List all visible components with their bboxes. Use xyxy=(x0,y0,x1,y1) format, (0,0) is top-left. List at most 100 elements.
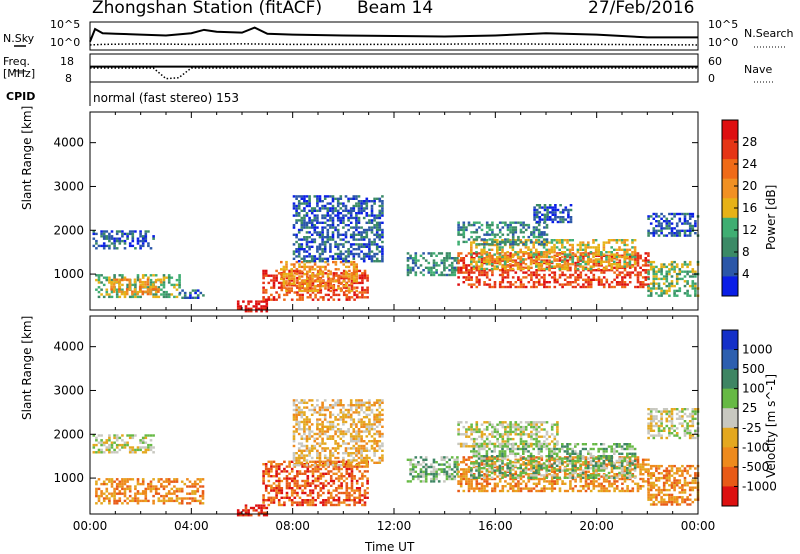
power-cell xyxy=(652,268,656,271)
velocity-cell xyxy=(517,482,520,485)
power-cell xyxy=(548,251,551,254)
power-cell xyxy=(545,253,548,256)
velocity-cell xyxy=(366,491,369,495)
velocity-cell xyxy=(303,413,306,416)
velocity-cell xyxy=(375,408,379,412)
power-cell xyxy=(375,216,379,220)
velocity-cell xyxy=(462,458,466,461)
velocity-cell xyxy=(457,489,460,493)
velocity-cell xyxy=(305,440,309,443)
power-cell xyxy=(300,209,304,212)
velocity-cell xyxy=(267,460,271,463)
velocity-cell xyxy=(292,404,296,407)
velocity-cell xyxy=(102,492,106,495)
velocity-cell xyxy=(160,485,163,488)
velocity-cell xyxy=(524,487,528,490)
power-cell xyxy=(147,286,150,289)
power-cell xyxy=(467,271,471,274)
power-cell xyxy=(152,274,155,277)
velocity-cell xyxy=(337,465,341,468)
velocity-cell xyxy=(188,480,192,483)
velocity-cell xyxy=(188,497,192,500)
velocity-cell xyxy=(448,468,451,471)
velocity-cell xyxy=(350,475,354,478)
velocity-cell xyxy=(160,499,163,503)
velocity-cell xyxy=(283,503,286,507)
velocity-cell xyxy=(316,460,320,463)
velocity-cell xyxy=(409,470,412,473)
power-cell xyxy=(329,255,332,258)
power-cell xyxy=(247,300,250,303)
velocity-cell xyxy=(345,482,349,485)
velocity-cell xyxy=(493,482,497,485)
power-cell xyxy=(668,289,671,293)
power-cell xyxy=(327,293,330,297)
velocity-cell xyxy=(264,484,268,487)
power-cell xyxy=(545,267,548,271)
velocity-cell xyxy=(519,458,523,461)
power-cell xyxy=(347,265,351,269)
velocity-cell xyxy=(309,491,312,495)
velocity-cell xyxy=(522,480,525,483)
power-cell xyxy=(108,247,111,250)
power-cell xyxy=(613,255,616,259)
power-cell xyxy=(644,252,648,255)
power-cell xyxy=(498,263,502,266)
velocity-cell xyxy=(337,460,341,463)
velocity-cell xyxy=(349,464,353,467)
power-cell xyxy=(529,263,533,266)
velocity-cell xyxy=(340,484,343,487)
velocity-cell xyxy=(113,494,116,498)
power-cell xyxy=(133,288,137,291)
velocity-cell xyxy=(134,499,137,503)
power-cell xyxy=(322,296,325,299)
velocity-cell xyxy=(357,413,361,416)
velocity-cell xyxy=(277,499,281,502)
velocity-cell xyxy=(303,399,306,402)
power-cell xyxy=(305,243,309,246)
power-cell xyxy=(308,202,311,205)
velocity-cell xyxy=(465,468,468,471)
power-cell xyxy=(543,206,547,209)
velocity-cell xyxy=(149,482,153,486)
power-cell xyxy=(411,261,415,265)
power-cell xyxy=(105,276,109,279)
velocity-cell xyxy=(316,428,319,431)
velocity-cell xyxy=(123,490,127,493)
velocity-cell xyxy=(419,456,423,459)
power-cell xyxy=(435,264,438,267)
velocity-cell xyxy=(443,458,446,461)
power-cell xyxy=(292,243,296,246)
power-cell xyxy=(649,222,653,225)
power-cell xyxy=(303,265,306,269)
power-cell xyxy=(257,300,261,303)
power-cell xyxy=(688,260,692,264)
velocity-cell xyxy=(485,489,489,493)
velocity-cell xyxy=(300,437,304,440)
power-cell xyxy=(668,232,671,235)
power-cell xyxy=(675,280,679,283)
power-cell xyxy=(636,281,640,284)
power-cell xyxy=(321,236,324,239)
power-cell xyxy=(450,264,454,267)
velocity-cell xyxy=(123,443,127,447)
velocity-cell xyxy=(170,499,174,503)
velocity-cell xyxy=(110,443,114,447)
power-cell xyxy=(360,207,363,210)
velocity-cell xyxy=(95,482,98,486)
power-cell xyxy=(462,233,466,236)
velocity-cell xyxy=(459,477,463,481)
power-cell xyxy=(244,305,248,308)
power-cell xyxy=(493,281,497,284)
power-cell xyxy=(462,276,466,279)
velocity-cell xyxy=(381,418,384,421)
velocity-cell xyxy=(357,435,361,438)
velocity-cell xyxy=(118,482,122,486)
velocity-cell xyxy=(321,437,324,440)
power-cell xyxy=(610,239,613,242)
power-cell xyxy=(569,269,572,272)
power-cell xyxy=(178,276,181,279)
velocity-cell xyxy=(95,436,98,440)
power-cell xyxy=(613,278,616,281)
power-cell xyxy=(329,219,332,222)
